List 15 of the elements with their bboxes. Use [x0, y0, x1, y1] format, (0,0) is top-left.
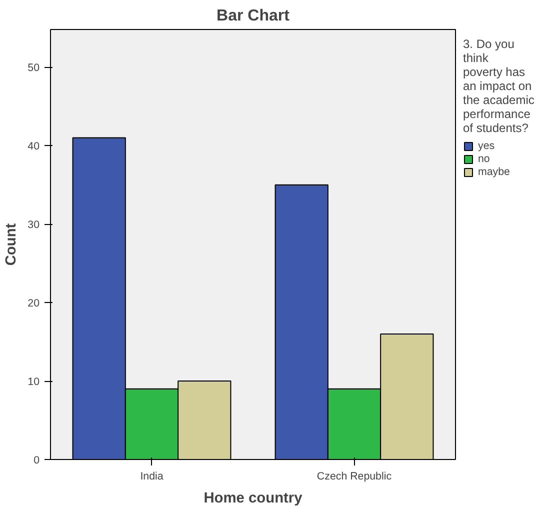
y-tick-label: 0 [34, 454, 40, 466]
y-tick-label: 50 [28, 62, 40, 74]
x-axis-title: Home country [204, 490, 304, 506]
x-tick-label: India [140, 470, 164, 482]
y-tick-label: 40 [28, 140, 40, 153]
y-tick-label: 10 [28, 376, 40, 388]
y-tick-label: 30 [28, 219, 40, 232]
legend-title: 3. Do you think poverty has an impact on the academic performance of students? [463, 37, 534, 135]
legend-label: yes [478, 140, 496, 152]
x-tick-label: Czech Republic [316, 470, 392, 482]
legend-label: no [478, 153, 491, 165]
chart-title: Bar Chart [216, 8, 290, 24]
y-tick-label: 20 [28, 298, 40, 310]
y-axis-title: Count [4, 223, 20, 266]
legend-label: maybe [478, 166, 510, 178]
